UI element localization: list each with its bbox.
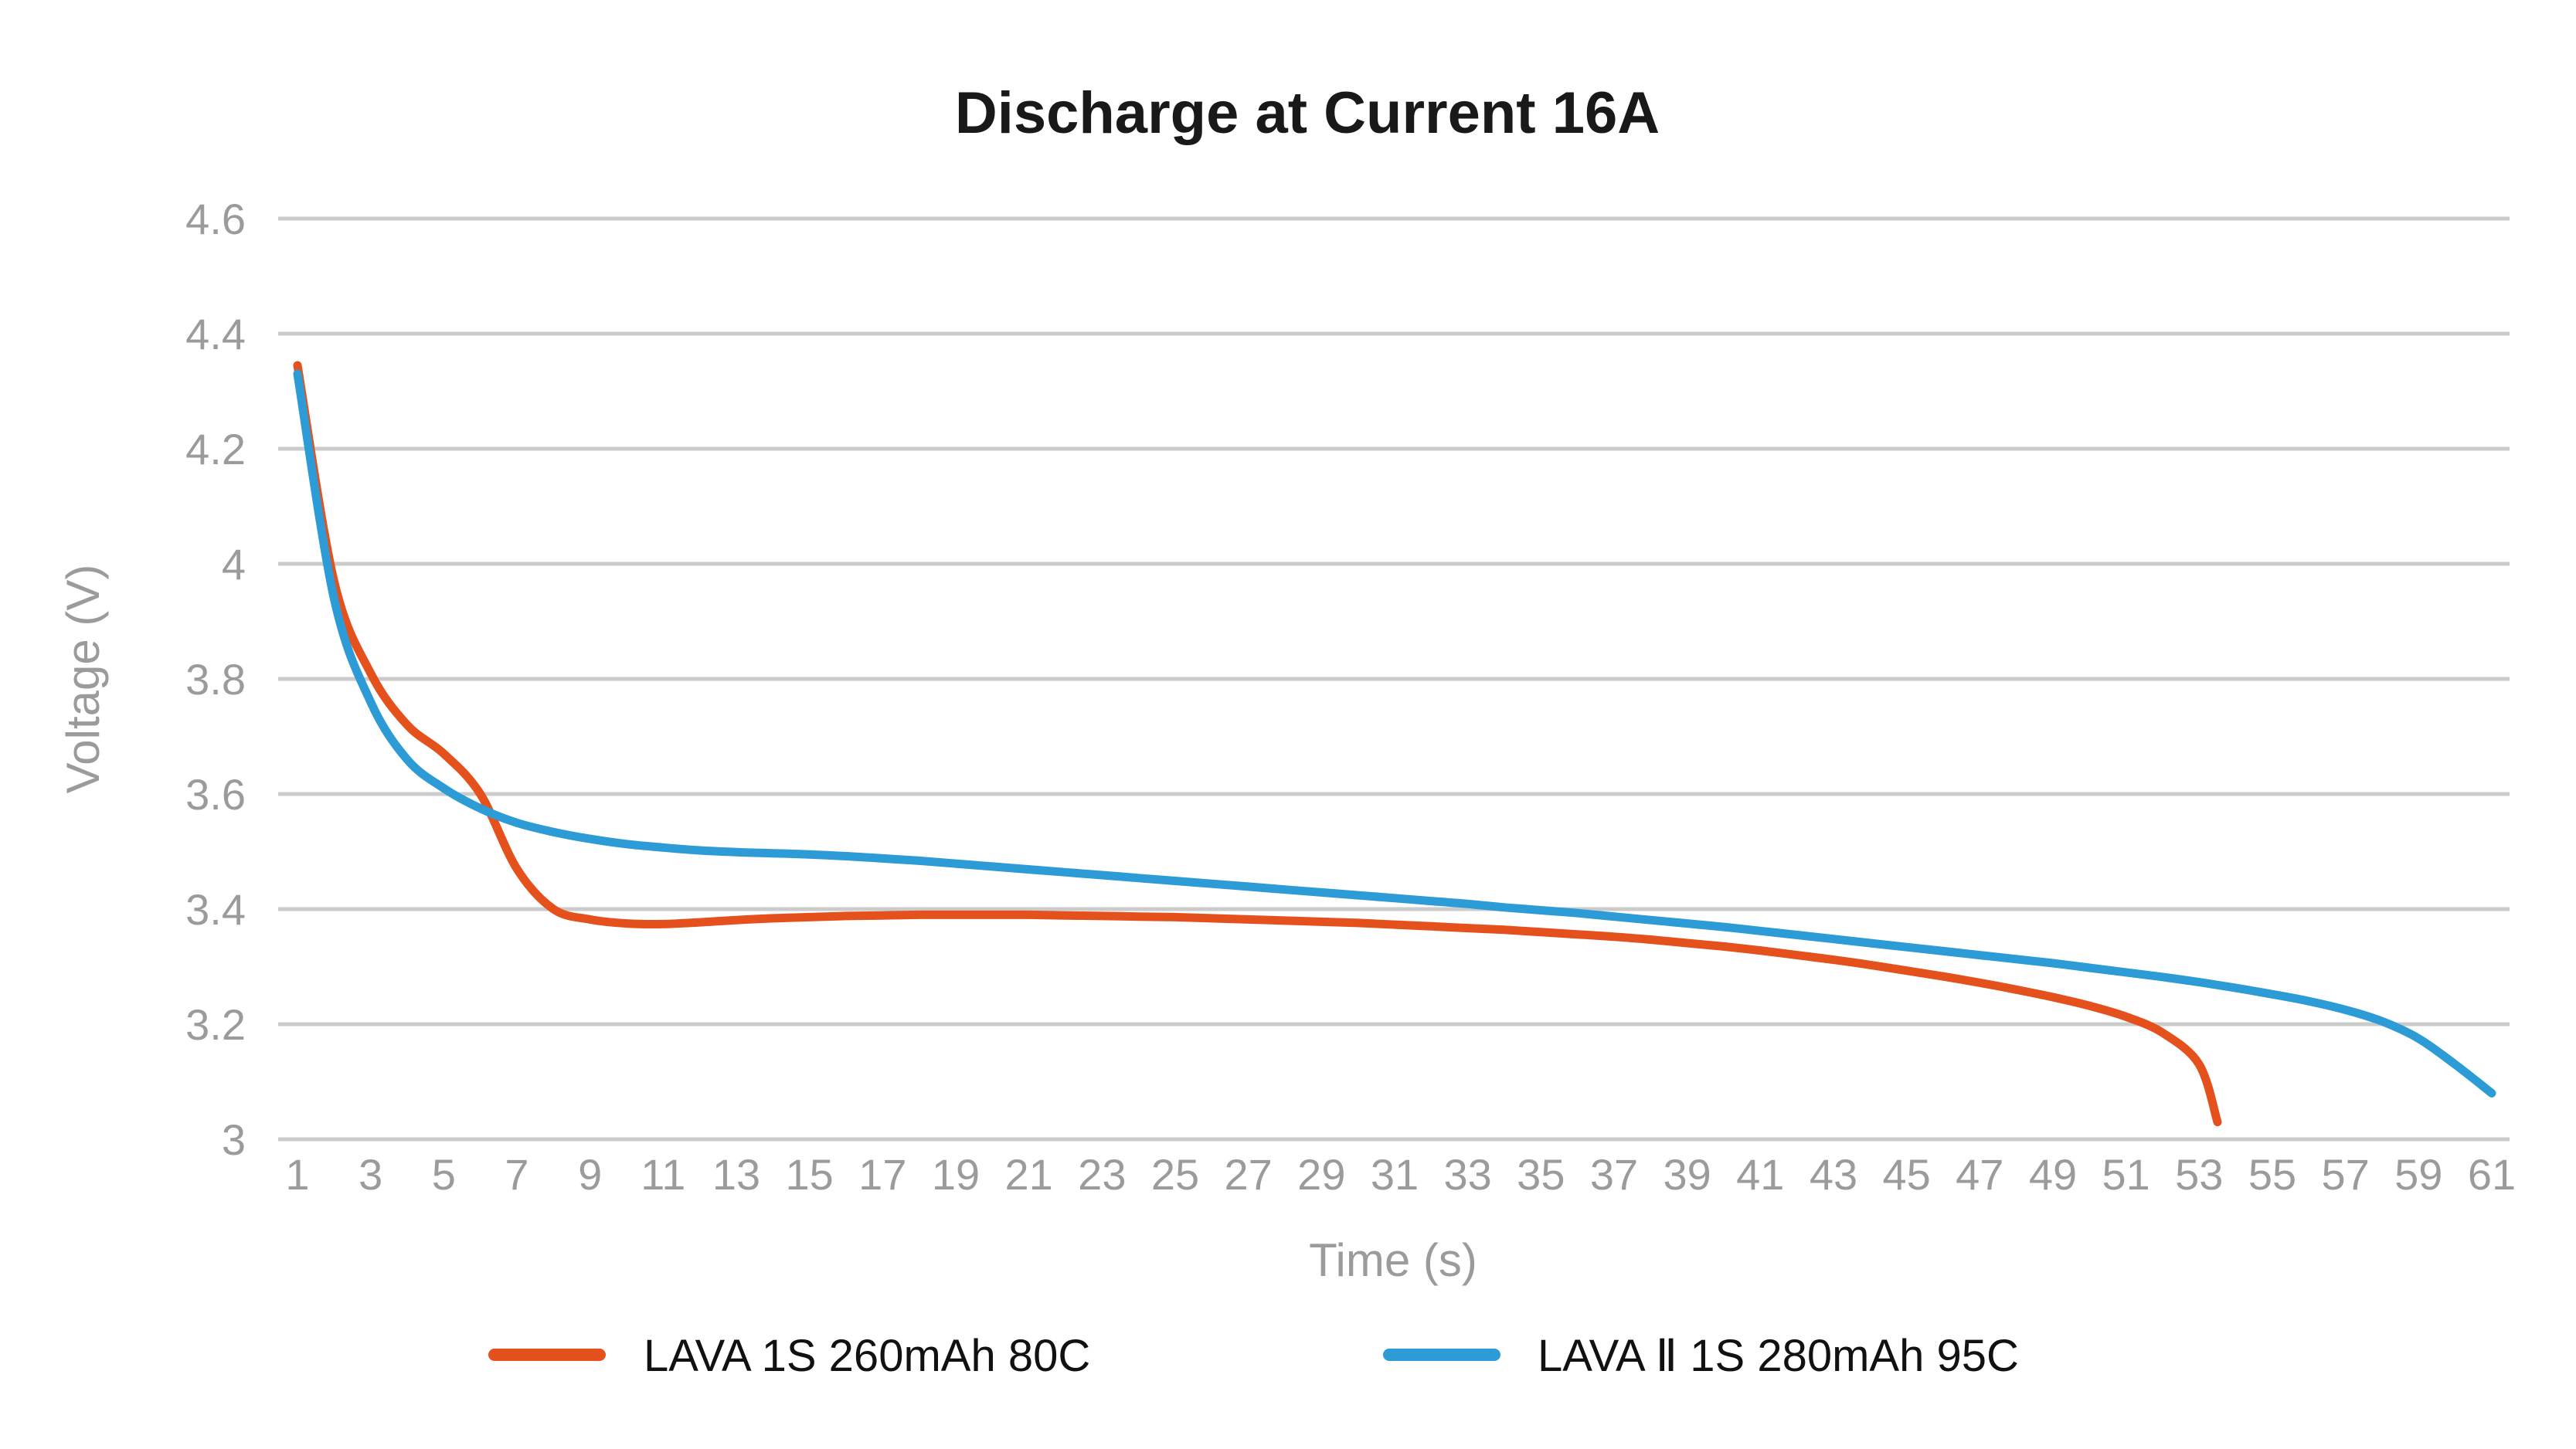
x-tick-label-17: 17 (858, 1150, 906, 1199)
chart-title: Discharge at Current 16A (955, 80, 1660, 146)
x-tick-label-33: 33 (1444, 1150, 1492, 1199)
x-tick-label-15: 15 (786, 1150, 834, 1199)
x-tick-label-55: 55 (2248, 1150, 2296, 1199)
x-tick-label-21: 21 (1005, 1150, 1053, 1199)
x-axis-tick-labels: 1 3 5 7 9 11 13 15 17 19 21 23 25 27 29 31 33 35 37 39 41 43 4… (285, 1150, 2516, 1199)
series-lines (293, 361, 2496, 1127)
x-tick-label-57: 57 (2321, 1150, 2369, 1199)
series-line-lava-2-1s (293, 369, 2496, 1098)
x-tick-label-41: 41 (1736, 1150, 1784, 1199)
x-tick-label-1: 1 (285, 1150, 309, 1199)
legend: LAVA 1S 260mAh 80C LAVA Ⅱ 1S 280mAh 95C (488, 1331, 2019, 1381)
x-tick-label-45: 45 (1883, 1150, 1931, 1199)
x-tick-label-19: 19 (932, 1150, 980, 1199)
y-tick-label-4.4: 4.4 (185, 310, 246, 358)
x-tick-label-5: 5 (432, 1150, 456, 1199)
legend-item-lava-2-1s[interactable]: LAVA Ⅱ 1S 280mAh 95C (1383, 1331, 2019, 1381)
x-tick-label-9: 9 (578, 1150, 602, 1199)
x-tick-label-13: 13 (712, 1150, 760, 1199)
y-tick-label-3: 3 (222, 1115, 246, 1164)
x-tick-label-51: 51 (2102, 1150, 2150, 1199)
legend-label-lava-1s: LAVA 1S 260mAh 80C (644, 1331, 1090, 1381)
y-tick-label-3.6: 3.6 (185, 770, 246, 819)
x-tick-label-61: 61 (2468, 1150, 2516, 1199)
y-axis-title: Voltage (V) (57, 565, 109, 794)
x-tick-label-53: 53 (2175, 1150, 2223, 1199)
y-tick-label-3.8: 3.8 (185, 655, 246, 704)
x-tick-label-23: 23 (1078, 1150, 1126, 1199)
y-tick-label-4.6: 4.6 (185, 195, 246, 243)
x-tick-label-59: 59 (2394, 1150, 2442, 1199)
x-axis-title: Time (s) (1309, 1234, 1477, 1286)
x-tick-label-43: 43 (1810, 1150, 1857, 1199)
y-tick-label-4.2: 4.2 (185, 425, 246, 473)
y-tick-label-3.2: 3.2 (185, 1000, 246, 1049)
x-tick-label-31: 31 (1371, 1150, 1419, 1199)
x-tick-label-47: 47 (1956, 1150, 2003, 1199)
y-axis-tick-labels: 4.6 4.4 4.2 4 3.8 3.6 3.4 3.2 3 (185, 195, 246, 1164)
gridlines (278, 216, 2510, 1142)
y-tick-label-3.4: 3.4 (185, 885, 246, 934)
x-tick-label-3: 3 (359, 1150, 382, 1199)
x-tick-label-35: 35 (1517, 1150, 1565, 1199)
x-tick-label-49: 49 (2029, 1150, 2077, 1199)
x-tick-label-29: 29 (1297, 1150, 1345, 1199)
x-tick-label-37: 37 (1590, 1150, 1638, 1199)
legend-swatch-orange (488, 1349, 606, 1361)
legend-swatch-blue (1383, 1349, 1500, 1361)
x-tick-label-11: 11 (641, 1150, 685, 1199)
x-tick-label-39: 39 (1664, 1150, 1711, 1199)
x-tick-label-25: 25 (1151, 1150, 1199, 1199)
x-tick-label-7: 7 (505, 1150, 528, 1199)
y-tick-label-4: 4 (222, 540, 246, 589)
legend-item-lava-1s[interactable]: LAVA 1S 260mAh 80C (488, 1331, 1090, 1381)
x-tick-label-27: 27 (1225, 1150, 1273, 1199)
legend-label-lava-2-1s: LAVA Ⅱ 1S 280mAh 95C (1538, 1331, 2019, 1381)
series-line-lava-1s (293, 361, 2222, 1127)
